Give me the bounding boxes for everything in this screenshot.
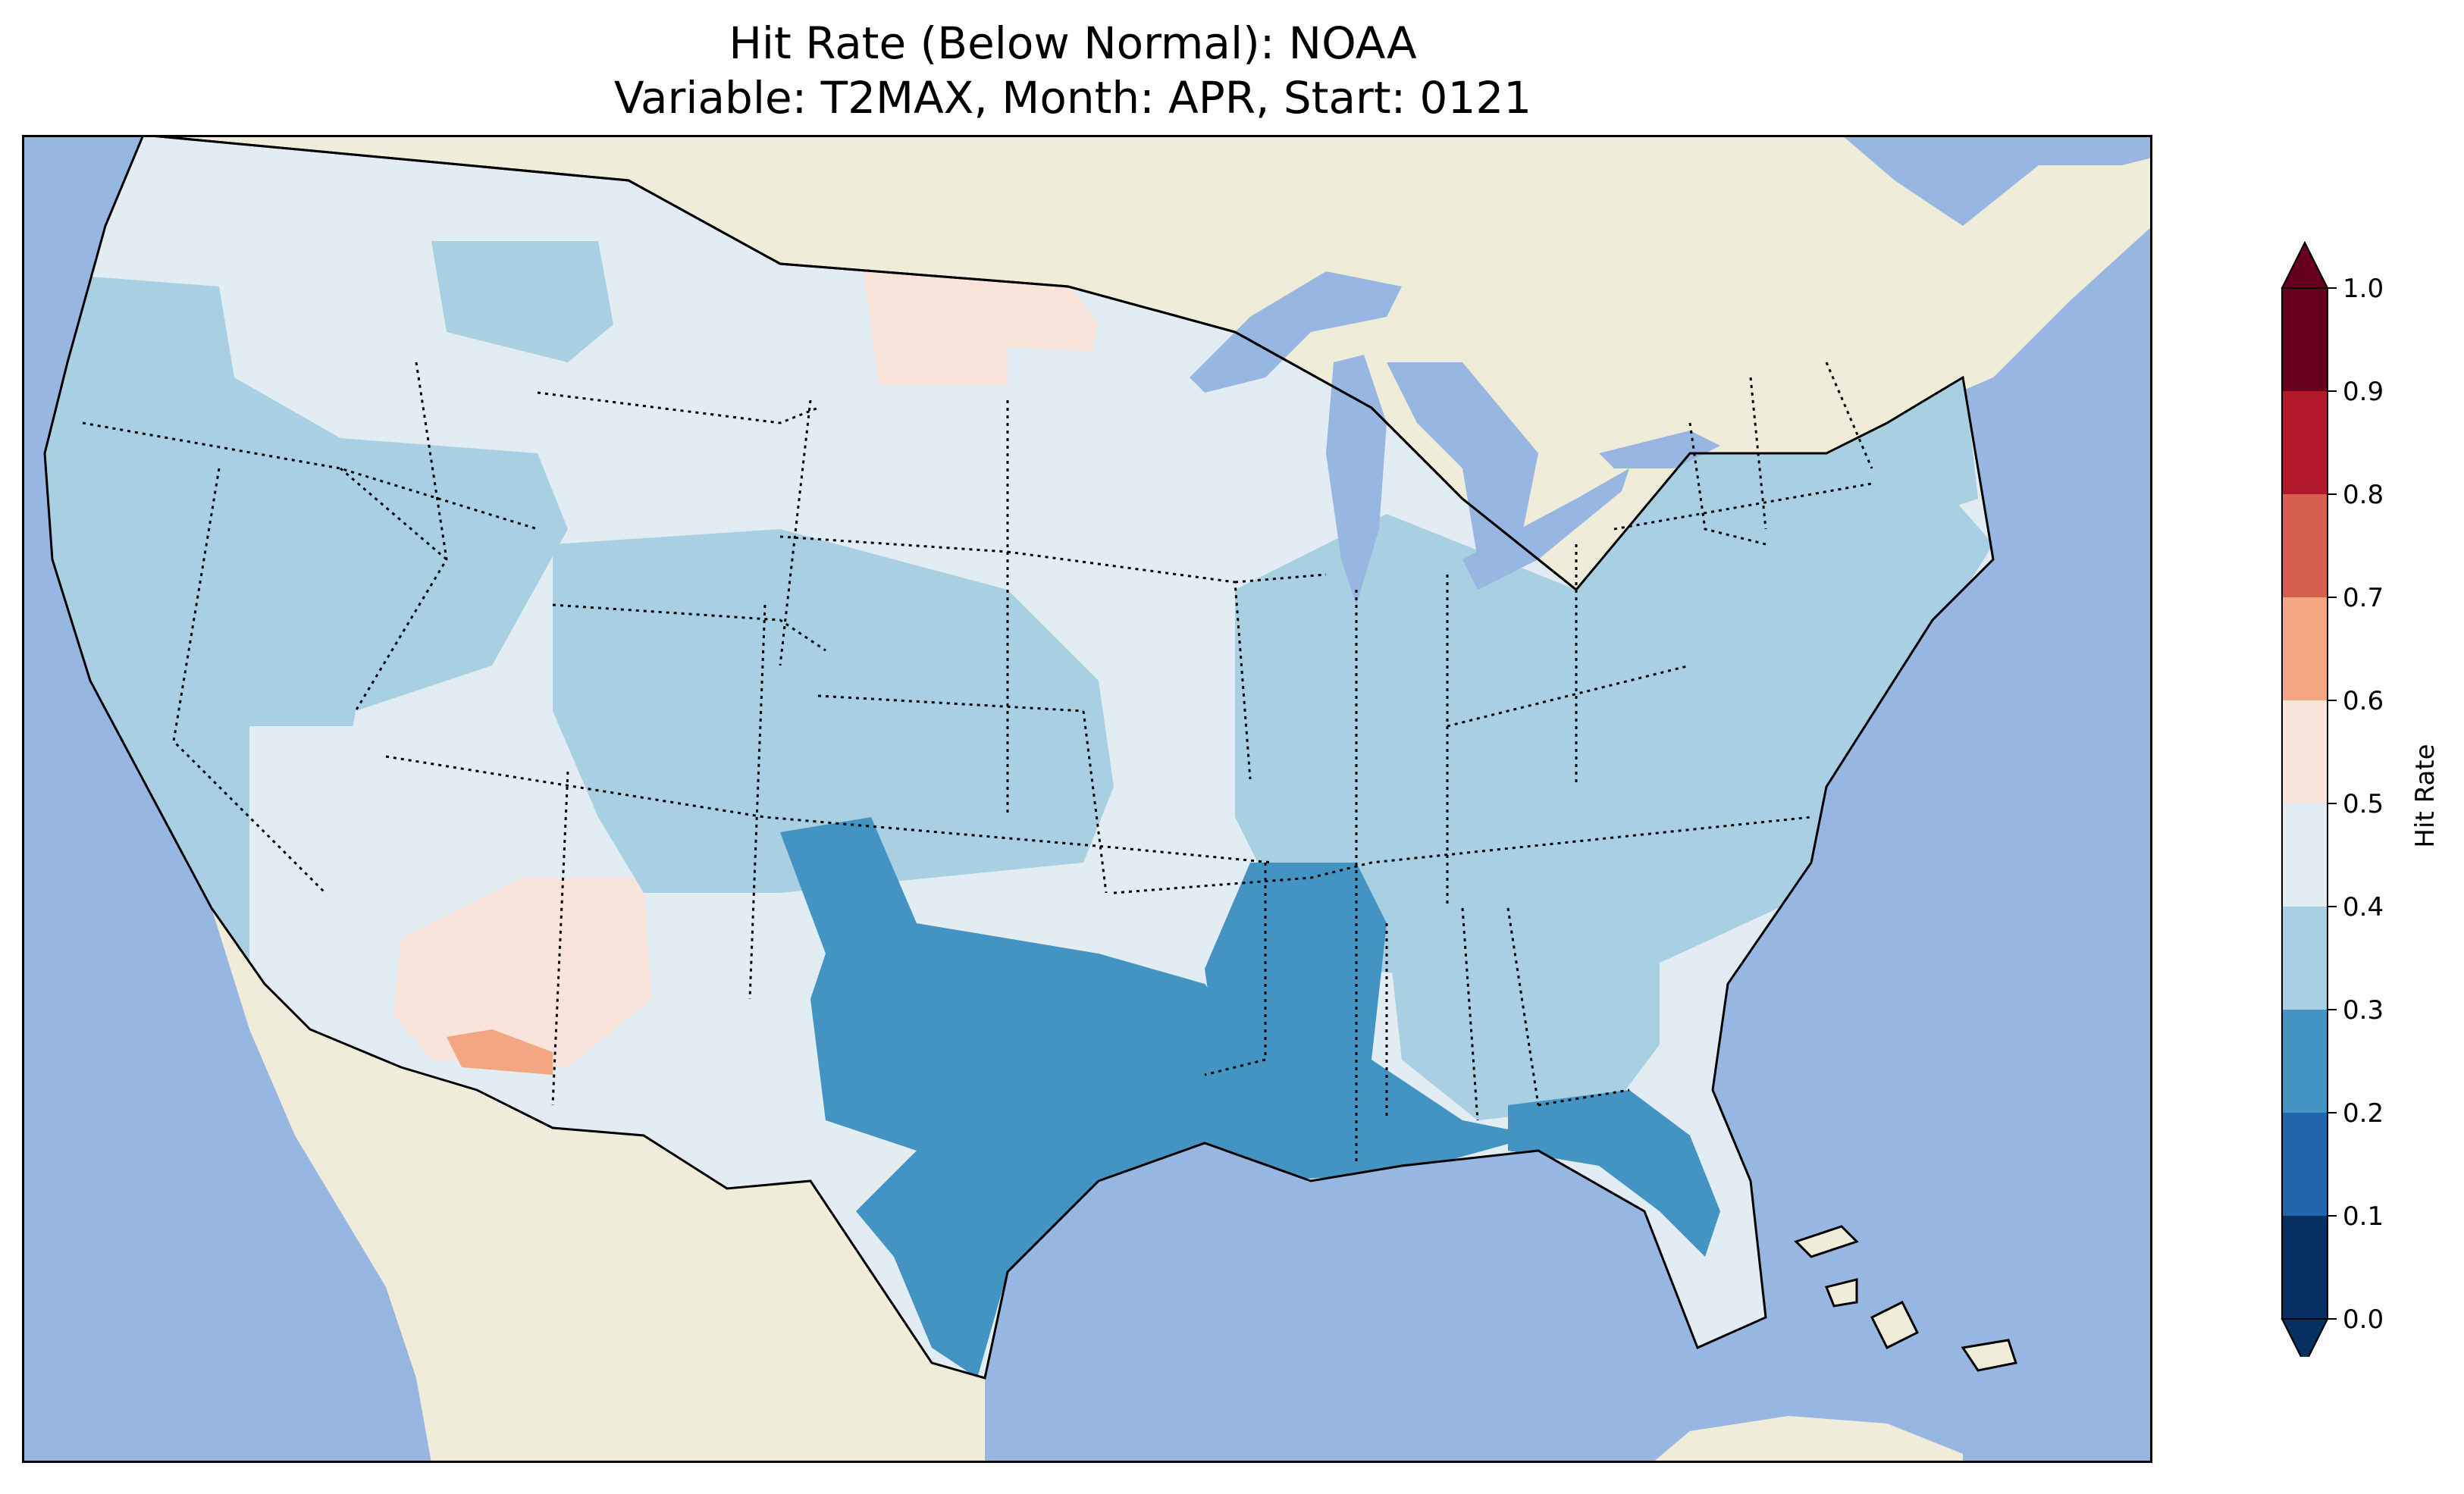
region-florida [1508, 1090, 1720, 1257]
region-central-plains [553, 529, 1114, 893]
great-lakes [1190, 271, 1720, 605]
region-arizona-border [447, 1029, 553, 1075]
colorbar-bin-9 [2282, 288, 2328, 391]
colorbar-bin-3 [2282, 907, 2328, 1010]
region-southeast [1387, 908, 1660, 1120]
lake-michigan [1326, 355, 1387, 605]
lake-erie [1462, 468, 1629, 590]
state-borders [82, 362, 1873, 1166]
canada-border [143, 135, 1577, 591]
colorbar-tick-label-2: 0.2 [2343, 1098, 2384, 1129]
region-great-basin-east [431, 241, 613, 362]
colorbar-bin-4 [2282, 803, 2328, 907]
colorbar-bin-5 [2282, 700, 2328, 803]
colorbar-tick-label-8: 0.8 [2343, 480, 2384, 510]
region-arizona-new-mexico [393, 878, 651, 1067]
bahamas-islands [1794, 1225, 2017, 1372]
region-southern-plains [780, 817, 1265, 1378]
map-frame [22, 135, 2152, 1463]
mexico-land [212, 908, 985, 1463]
lake-superior [1190, 271, 1402, 393]
colorbar-bin-2 [2282, 1010, 2328, 1113]
map-title-line-2: Variable: T2MAX, Month: APR, Start: 0121 [613, 72, 1532, 124]
colorbar-extend-max [2281, 240, 2329, 289]
canada-land [143, 135, 2152, 590]
colorbar-tick-label-6: 0.6 [2343, 686, 2384, 716]
colorbar-label: Hit Rate [2410, 744, 2440, 847]
region-lower-mississippi [1205, 863, 1538, 1181]
colorbar-tick-label-5: 0.5 [2343, 789, 2384, 819]
colorbar: 0.0 0.1 0.2 0.3 0.4 0.5 0.6 0.7 0.8 0.9 1.0 Hit Ra… [2281, 240, 2440, 1357]
colorbar-bin-0 [2282, 1216, 2328, 1319]
colorbar-extend-min [2281, 1318, 2329, 1357]
colorbar-tick-label-0: 0.0 [2343, 1305, 2384, 1335]
colorbar-ticks: 0.0 0.1 0.2 0.3 0.4 0.5 0.6 0.7 0.8 0.9 1.0 [2328, 274, 2384, 1335]
region-upper-midwest [1008, 347, 1387, 681]
colorbar-tick-label-9: 0.9 [2343, 377, 2384, 407]
colorbar-tick-label-10: 1.0 [2343, 274, 2384, 304]
region-east [1235, 423, 1993, 984]
colorbar-tick-label-4: 0.4 [2343, 892, 2384, 922]
colorbar-bins [2281, 240, 2329, 1357]
colorbar-tick-label-1: 0.1 [2343, 1201, 2384, 1232]
colorbar-bin-8 [2282, 391, 2328, 494]
colorbar-tick-label-3: 0.3 [2343, 995, 2384, 1026]
lake-ontario [1599, 431, 1720, 468]
map-title-line-1: Hit Rate (Below Normal): NOAA [729, 17, 1417, 69]
caribbean-land [1652, 1416, 1963, 1463]
colorbar-tick-label-7: 0.7 [2343, 583, 2384, 613]
lake-huron [1387, 362, 1538, 559]
map-panel [22, 135, 2152, 1463]
colorbar-bin-1 [2282, 1113, 2328, 1216]
colorbar-bin-6 [2282, 597, 2328, 700]
colorbar-bin-7 [2282, 494, 2328, 597]
